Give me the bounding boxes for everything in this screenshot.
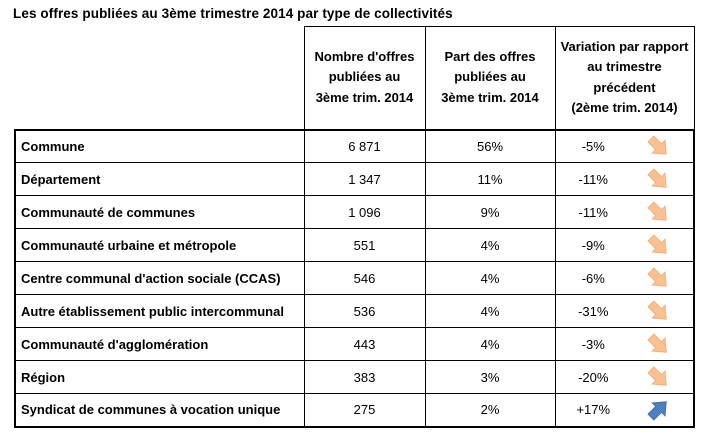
variation-cell: -11% bbox=[554, 195, 695, 229]
row-label: Région bbox=[14, 360, 305, 394]
arrow-down-right-icon bbox=[647, 201, 667, 221]
share-cell: 3% bbox=[424, 360, 556, 394]
variation-cell: -31% bbox=[554, 294, 695, 328]
arrow-down-right-icon bbox=[647, 135, 667, 155]
count-cell: 6 871 bbox=[303, 128, 426, 163]
variation-value: -11% bbox=[578, 171, 608, 187]
table-row: Commune 6 871 56% -5% bbox=[14, 128, 695, 163]
arrow-down-right-icon bbox=[647, 300, 667, 320]
variation-cell: -5% bbox=[554, 128, 695, 163]
share-cell: 4% bbox=[424, 228, 556, 262]
row-label: Communauté de communes bbox=[14, 195, 305, 229]
variation-cell: -3% bbox=[554, 327, 695, 361]
offers-table: Nombre d'offres publiées au 3ème trim. 2… bbox=[14, 26, 695, 428]
count-cell: 383 bbox=[303, 360, 426, 394]
page: Les offres publiées au 3ème trimestre 20… bbox=[0, 6, 713, 434]
trend-arrow-icon bbox=[631, 296, 685, 326]
count-cell: 1 347 bbox=[303, 162, 426, 196]
table-row: Région 383 3% -20% bbox=[14, 360, 695, 394]
share-cell: 4% bbox=[424, 327, 556, 361]
table-row: Département 1 347 11% -11% bbox=[14, 162, 695, 196]
col-header-variation: Variation par rapport au trimestre précé… bbox=[554, 26, 695, 130]
arrow-up-right-icon bbox=[647, 401, 667, 421]
variation-value: -20% bbox=[578, 369, 609, 385]
variation-cell: -20% bbox=[554, 360, 695, 394]
share-cell: 4% bbox=[424, 294, 556, 328]
row-label: Centre communal d'action sociale (CCAS) bbox=[14, 261, 305, 295]
trend-arrow-icon bbox=[631, 362, 685, 392]
blank-header-cell bbox=[15, 26, 304, 130]
share-cell: 4% bbox=[424, 261, 556, 295]
count-cell: 551 bbox=[303, 228, 426, 262]
arrow-down-right-icon bbox=[647, 267, 667, 287]
row-label: Autre établissement public intercommunal bbox=[14, 294, 305, 328]
count-cell: 546 bbox=[303, 261, 426, 295]
table-row: Autre établissement public intercommunal… bbox=[14, 294, 695, 328]
variation-cell: -11% bbox=[554, 162, 695, 196]
page-title: Les offres publiées au 3ème trimestre 20… bbox=[13, 6, 453, 21]
variation-value: -9% bbox=[581, 237, 605, 253]
variation-value: -6% bbox=[581, 270, 605, 286]
table-row: Communauté d'agglomération 443 4% -3% bbox=[14, 327, 695, 361]
share-cell: 11% bbox=[424, 162, 556, 196]
table-row: Centre communal d'action sociale (CCAS) … bbox=[14, 261, 695, 295]
trend-arrow-icon bbox=[631, 197, 685, 227]
arrow-down-right-icon bbox=[647, 168, 667, 188]
row-label: Communauté urbaine et métropole bbox=[14, 228, 305, 262]
trend-arrow-icon bbox=[631, 329, 685, 359]
share-cell: 2% bbox=[424, 393, 556, 428]
row-label: Département bbox=[14, 162, 305, 196]
row-label: Communauté d'agglomération bbox=[14, 327, 305, 361]
trend-arrow-icon bbox=[631, 164, 685, 194]
trend-arrow-icon bbox=[631, 230, 685, 260]
col-header-share: Part des offres publiées au 3ème trim. 2… bbox=[424, 26, 556, 130]
table-row: Communauté urbaine et métropole 551 4% -… bbox=[14, 228, 695, 262]
trend-arrow-icon bbox=[631, 263, 685, 293]
variation-cell: -6% bbox=[554, 261, 695, 295]
col-header-count: Nombre d'offres publiées au 3ème trim. 2… bbox=[303, 26, 426, 130]
variation-value: +17% bbox=[576, 402, 611, 418]
variation-cell: -9% bbox=[554, 228, 695, 262]
count-cell: 443 bbox=[303, 327, 426, 361]
share-cell: 56% bbox=[424, 128, 556, 163]
arrow-down-right-icon bbox=[647, 333, 667, 353]
trend-arrow-icon bbox=[631, 395, 685, 425]
variation-value: -11% bbox=[578, 204, 608, 220]
variation-value: -3% bbox=[581, 336, 605, 352]
count-cell: 275 bbox=[303, 393, 426, 428]
arrow-down-right-icon bbox=[647, 234, 667, 254]
header-row: Nombre d'offres publiées au 3ème trim. 2… bbox=[15, 26, 695, 130]
variation-value: -31% bbox=[578, 303, 609, 319]
table-row: Syndicat de communes à vocation unique 2… bbox=[14, 393, 695, 428]
count-cell: 1 096 bbox=[303, 195, 426, 229]
count-cell: 536 bbox=[303, 294, 426, 328]
share-cell: 9% bbox=[424, 195, 556, 229]
arrow-down-right-icon bbox=[647, 366, 667, 386]
table-row: Communauté de communes 1 096 9% -11% bbox=[14, 195, 695, 229]
trend-arrow-icon bbox=[631, 131, 685, 161]
row-label: Commune bbox=[14, 128, 305, 163]
variation-value: -5% bbox=[581, 138, 605, 154]
row-label: Syndicat de communes à vocation unique bbox=[14, 393, 305, 428]
variation-cell: +17% bbox=[554, 393, 695, 428]
